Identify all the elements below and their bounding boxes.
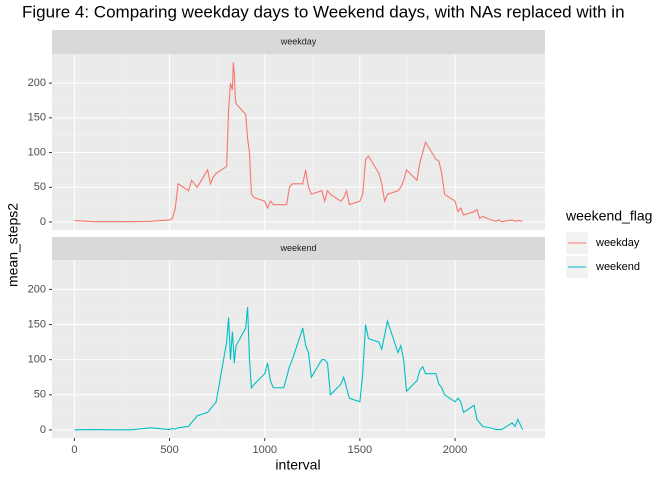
y-tick-label: 100: [28, 354, 46, 366]
legend-title: weekend_flag: [565, 208, 652, 224]
y-tick-label: 150: [28, 318, 46, 330]
y-axis-title: mean_steps2: [5, 203, 21, 287]
y-tick-label: 100: [28, 146, 46, 158]
legend-label: weekday: [595, 237, 640, 249]
panel-background: [52, 54, 545, 230]
x-tick-label: 1500: [348, 444, 372, 456]
strip: [52, 237, 545, 260]
strip-label: weekday: [280, 36, 317, 46]
x-tick-label: 1000: [252, 444, 276, 456]
y-tick-label: 150: [28, 112, 46, 124]
strip-label: weekend: [279, 243, 316, 253]
y-tick-label: 0: [40, 424, 46, 436]
x-tick-label: 0: [71, 444, 77, 456]
chart-title: Figure 4: Comparing weekday days to Week…: [22, 2, 625, 21]
y-tick-label: 50: [34, 181, 46, 193]
legend-label: weekend: [595, 261, 640, 273]
y-tick-label: 50: [34, 389, 46, 401]
line: [74, 62, 523, 223]
panel-background: [52, 260, 545, 438]
y-tick-label: 200: [28, 283, 46, 295]
y-tick-label: 200: [28, 77, 46, 89]
y-tick-label: 0: [40, 216, 46, 228]
x-tick-label: 2000: [443, 444, 467, 456]
x-tick-label: 500: [160, 444, 178, 456]
x-axis-title: interval: [275, 457, 320, 473]
line: [74, 306, 524, 431]
strip: [52, 30, 545, 54]
